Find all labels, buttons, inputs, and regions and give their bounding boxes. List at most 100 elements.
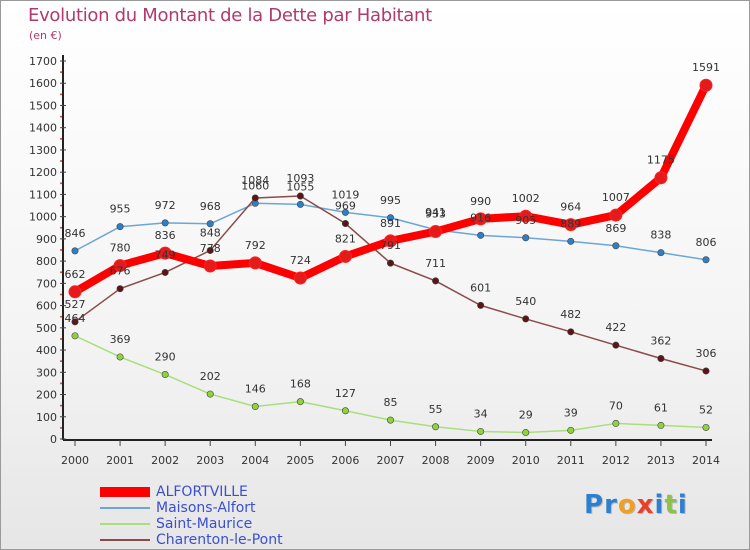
data-label-charenton-le-pont: 969 [335, 200, 356, 213]
data-label-alfortville: 933 [425, 208, 446, 221]
data-point-maisons-alfort [477, 231, 485, 239]
data-label-alfortville: 1002 [512, 192, 540, 205]
data-point-charenton-le-pont [71, 318, 79, 326]
y-tick-label: 800 [36, 255, 57, 268]
data-label-saint-maurice: 29 [519, 409, 533, 422]
logo-letter: r [604, 490, 618, 520]
data-point-alfortville [654, 171, 668, 185]
logo-letter: P [584, 490, 605, 520]
x-tick-label: 2013 [647, 454, 675, 467]
y-minor-tick [60, 137, 62, 140]
data-label-saint-maurice: 52 [699, 403, 713, 416]
y-tick-label: 400 [36, 344, 57, 357]
y-minor-tick [60, 249, 62, 251]
y-tick-label: 500 [36, 322, 57, 335]
data-label-charenton-le-pont: 540 [515, 295, 536, 308]
data-point-charenton-le-pont [657, 355, 665, 363]
legend-swatch [100, 507, 150, 509]
data-label-maisons-alfort: 905 [515, 214, 536, 227]
y-minor-tick [60, 160, 62, 163]
data-label-charenton-le-pont: 749 [155, 248, 176, 261]
data-point-charenton-le-pont [702, 367, 710, 375]
data-point-alfortville [564, 218, 578, 232]
data-label-alfortville: 1007 [602, 191, 630, 204]
data-point-saint-maurice [522, 429, 530, 437]
data-point-maisons-alfort [71, 247, 79, 255]
y-tick-label: 700 [36, 277, 57, 290]
y-tick-label: 300 [36, 366, 57, 379]
data-point-saint-maurice [251, 403, 259, 411]
data-point-alfortville [519, 209, 533, 223]
data-point-charenton-le-pont [206, 246, 214, 254]
data-point-charenton-le-pont [432, 277, 440, 285]
data-point-alfortville [699, 78, 713, 92]
data-label-saint-maurice: 85 [384, 396, 398, 409]
data-point-saint-maurice [71, 332, 79, 340]
y-minor-tick [60, 115, 62, 118]
data-label-saint-maurice: 127 [335, 387, 356, 400]
data-label-maisons-alfort: 995 [380, 194, 401, 207]
data-point-maisons-alfort [206, 220, 214, 228]
legend-label: Saint-Maurice [156, 516, 253, 532]
y-tick-label: 1700 [29, 55, 57, 68]
data-label-charenton-le-pont: 711 [425, 257, 446, 270]
logo-letter: x [636, 490, 655, 520]
data-label-maisons-alfort: 1019 [331, 188, 359, 201]
data-label-saint-maurice: 202 [200, 370, 221, 383]
x-tick-label: 2009 [467, 454, 495, 467]
data-label-saint-maurice: 61 [654, 401, 668, 414]
data-label-charenton-le-pont: 1084 [241, 174, 269, 187]
data-point-maisons-alfort [341, 208, 349, 216]
x-tick-label: 2014 [692, 454, 720, 467]
data-label-saint-maurice: 290 [155, 351, 176, 364]
y-tick-label: 0 [50, 433, 57, 446]
y-tick-label: 1300 [29, 144, 57, 157]
legend-label: Charenton-le-Pont [156, 532, 283, 548]
data-point-alfortville [248, 256, 262, 270]
x-tick-label: 2001 [106, 454, 134, 467]
data-label-saint-maurice: 464 [65, 312, 86, 325]
x-tick-label: 2000 [61, 454, 89, 467]
data-point-charenton-le-pont [296, 192, 304, 200]
x-tick-label: 2004 [241, 454, 269, 467]
data-label-maisons-alfort: 941 [425, 206, 446, 219]
data-label-alfortville: 792 [245, 239, 266, 252]
data-point-maisons-alfort [296, 200, 304, 208]
data-point-saint-maurice [206, 390, 214, 398]
data-label-maisons-alfort: 846 [65, 227, 86, 240]
data-label-charenton-le-pont: 422 [605, 321, 626, 334]
y-tick-label: 900 [36, 233, 57, 246]
data-point-saint-maurice [386, 416, 394, 424]
data-point-saint-maurice [567, 426, 575, 434]
data-label-maisons-alfort: 1055 [286, 180, 314, 193]
data-label-alfortville: 724 [290, 254, 311, 267]
x-tick-label: 2002 [151, 454, 179, 467]
data-label-saint-maurice: 146 [245, 383, 266, 396]
data-label-charenton-le-pont: 1093 [286, 172, 314, 185]
data-point-alfortville [113, 259, 127, 273]
y-minor-tick [60, 337, 62, 340]
x-tick-label: 2011 [557, 454, 585, 467]
data-label-alfortville: 821 [335, 232, 356, 245]
logo-letter: i [677, 490, 688, 520]
proxiti-logo: Proxiti [584, 490, 688, 520]
y-minor-tick [60, 182, 62, 185]
data-point-maisons-alfort [386, 214, 394, 222]
data-point-maisons-alfort [522, 234, 530, 242]
data-label-saint-maurice: 55 [429, 403, 443, 416]
data-label-saint-maurice: 168 [290, 378, 311, 391]
logo-letter: i [654, 490, 665, 520]
data-point-charenton-le-pont [567, 328, 575, 336]
data-point-alfortville [609, 208, 623, 222]
data-label-charenton-le-pont: 791 [380, 239, 401, 252]
legend-swatch [100, 487, 150, 497]
data-point-charenton-le-pont [612, 341, 620, 349]
y-minor-tick [60, 204, 62, 207]
data-label-maisons-alfort: 838 [650, 229, 671, 242]
data-label-charenton-le-pont: 601 [470, 281, 491, 294]
data-point-charenton-le-pont [251, 194, 259, 202]
x-tick-label: 2006 [331, 454, 359, 467]
y-minor-tick [60, 426, 62, 429]
data-label-charenton-le-pont: 362 [650, 335, 671, 348]
